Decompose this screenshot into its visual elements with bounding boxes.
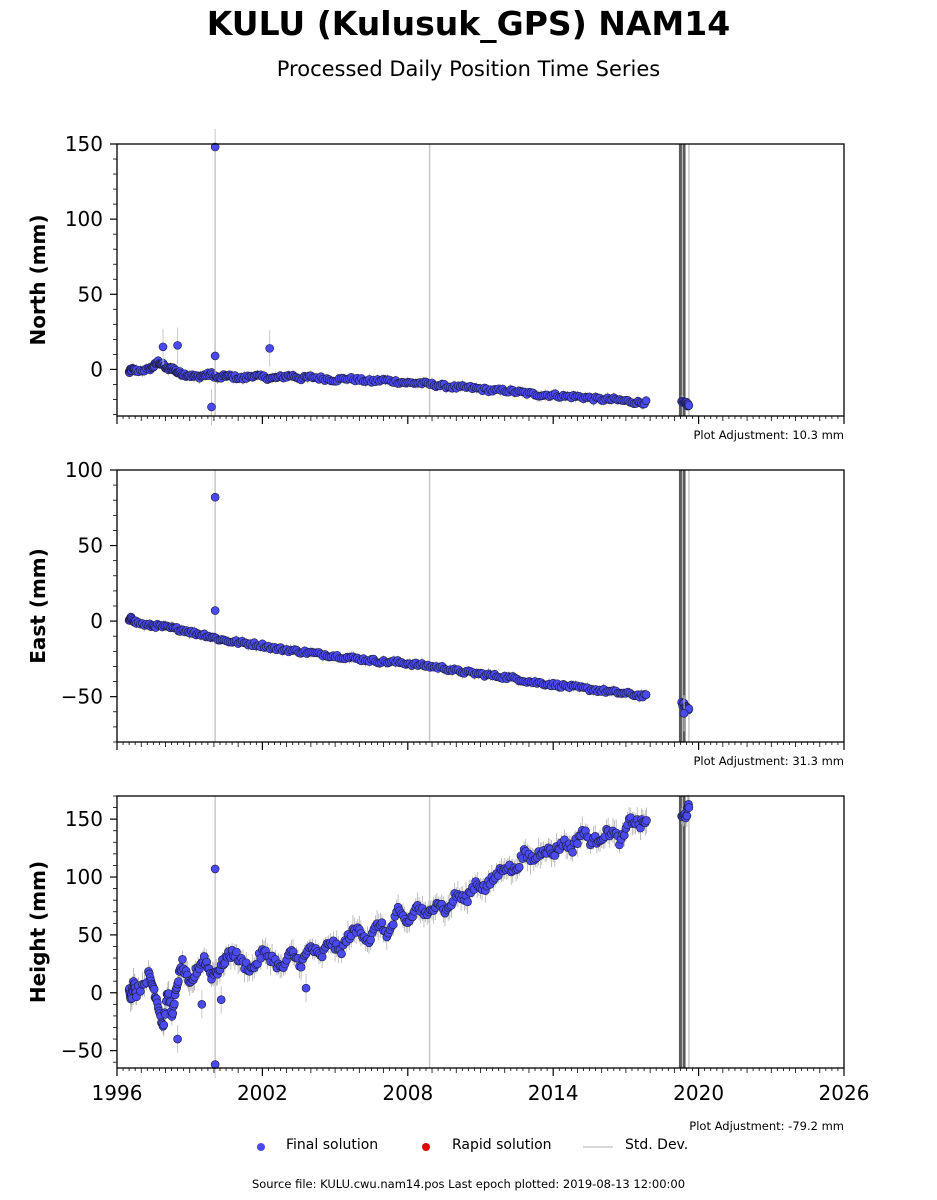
data-point bbox=[337, 949, 346, 959]
data-point bbox=[641, 690, 651, 699]
plot-adjustment: Plot Adjustment: -79.2 mm bbox=[689, 1119, 844, 1133]
x-tick-label: 2020 bbox=[673, 1081, 724, 1105]
outlier-point bbox=[210, 864, 220, 874]
outlier-point bbox=[207, 402, 216, 412]
data-point bbox=[168, 1009, 178, 1018]
outlier-point bbox=[210, 606, 220, 615]
outlier-point bbox=[173, 341, 182, 350]
outlier-point bbox=[210, 351, 220, 361]
legend-stddev-label: Std. Dev. bbox=[625, 1137, 689, 1153]
y-tick-label: 0 bbox=[90, 981, 103, 1005]
y-tick-label: 0 bbox=[90, 357, 103, 381]
plot-adjustment: Plot Adjustment: 10.3 mm bbox=[693, 428, 844, 442]
y-tick-label: 50 bbox=[78, 282, 103, 306]
data-point bbox=[149, 984, 159, 994]
data-point bbox=[684, 401, 694, 410]
legend-rapid-label: Rapid solution bbox=[452, 1137, 552, 1153]
outlier-point bbox=[210, 1060, 220, 1069]
data-point bbox=[296, 962, 306, 972]
data-point bbox=[514, 862, 524, 872]
outlier-point bbox=[301, 983, 311, 993]
outlier-point bbox=[216, 995, 226, 1005]
x-tick-label: 2026 bbox=[819, 1081, 870, 1105]
x-tick-label: 2014 bbox=[528, 1081, 579, 1105]
x-tick-label: 2008 bbox=[382, 1081, 433, 1105]
y-tick-label: 50 bbox=[78, 534, 103, 558]
north-panel: 0 50 100 150 North (mm) Plot Adjustment: 10.3… bbox=[26, 128, 845, 442]
data-point bbox=[377, 918, 387, 927]
outlier-point bbox=[197, 1000, 207, 1009]
y-tick-label: 50 bbox=[78, 923, 103, 947]
data-point bbox=[573, 839, 582, 848]
y-tick-label: −50 bbox=[61, 685, 103, 709]
legend: Final solution Rapid solution Std. Dev. bbox=[0, 1137, 937, 1159]
data-point bbox=[684, 803, 694, 812]
data-point bbox=[366, 935, 375, 945]
axes-frame bbox=[116, 469, 845, 743]
chart-subtitle: Processed Daily Position Time Series bbox=[276, 57, 661, 81]
data-point bbox=[174, 977, 183, 986]
data-point bbox=[568, 848, 577, 857]
y-tick-label: −50 bbox=[61, 1039, 103, 1063]
y-tick-label: 150 bbox=[65, 807, 103, 831]
x-tick-label: 1996 bbox=[92, 1081, 143, 1105]
y-tick-label: 150 bbox=[65, 132, 103, 156]
plot-adjustment: Plot Adjustment: 31.3 mm bbox=[693, 754, 844, 768]
data-point bbox=[642, 816, 651, 825]
data-point bbox=[178, 955, 187, 964]
data-point bbox=[641, 396, 651, 405]
legend-final-label: Final solution bbox=[286, 1137, 379, 1153]
y-axis-label: North (mm) bbox=[26, 214, 50, 345]
outlier-point bbox=[679, 708, 689, 718]
data-point bbox=[463, 897, 472, 907]
y-tick-label: 100 bbox=[65, 865, 103, 889]
chart-title: KULU (Kulusuk_GPS) NAM14 bbox=[206, 4, 731, 43]
outlier-point bbox=[265, 344, 274, 353]
data-point bbox=[682, 811, 692, 821]
source-footer: Source file: KULU.cwu.nam14.pos Last epo… bbox=[251, 1177, 686, 1191]
data-point bbox=[388, 920, 398, 930]
y-axis-label: Height (mm) bbox=[26, 861, 50, 1003]
y-tick-label: 100 bbox=[65, 458, 103, 482]
rapid-solution-marker bbox=[422, 1143, 430, 1151]
x-tick-label: 2002 bbox=[237, 1081, 288, 1105]
axes-frame bbox=[116, 795, 845, 1069]
outlier-point bbox=[210, 492, 220, 502]
final-solution-marker bbox=[257, 1143, 265, 1151]
stddev-marker bbox=[583, 1146, 613, 1148]
data-point bbox=[619, 831, 629, 840]
outlier-point bbox=[173, 1034, 182, 1044]
data-point bbox=[317, 952, 327, 962]
height-panel: 1996 2002 2008 2014 2020 2026 −50 0 50 100 150 Heig… bbox=[26, 794, 870, 1133]
y-tick-label: 100 bbox=[65, 207, 103, 231]
y-tick-label: 0 bbox=[90, 609, 103, 633]
data-point bbox=[170, 999, 179, 1009]
data-point bbox=[159, 1020, 169, 1030]
east-panel: −50 0 50 100 East (mm) Plot Adjustment: 31.3 … bbox=[26, 458, 845, 768]
y-axis-label: East (mm) bbox=[26, 548, 50, 664]
outlier-point bbox=[158, 342, 168, 352]
data-point bbox=[232, 947, 241, 957]
outlier-point bbox=[210, 142, 220, 152]
